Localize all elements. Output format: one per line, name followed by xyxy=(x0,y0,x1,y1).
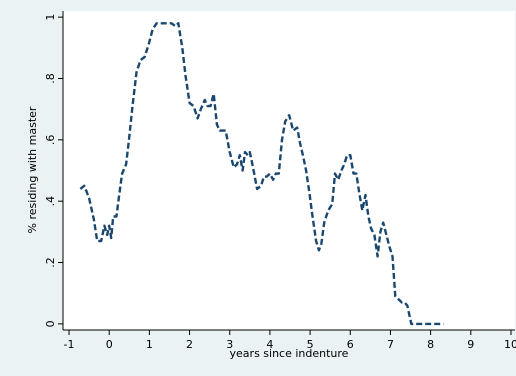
y-tick-label: 0 xyxy=(44,320,57,327)
x-tick-label: 8 xyxy=(427,338,434,351)
x-tick-label: 7 xyxy=(387,338,394,351)
series-line xyxy=(79,22,444,326)
axes xyxy=(62,11,515,331)
plot-area xyxy=(63,11,515,330)
y-tick-label: .2 xyxy=(44,257,57,268)
y-tick-label: .8 xyxy=(44,73,57,84)
x-tick-label: 2 xyxy=(186,338,193,351)
tick-labels: -1 0 1 2 3 4 5 6 7 8 9 10 0 .2 .4 .6 .8 1 xyxy=(44,14,516,351)
y-tick-label: .4 xyxy=(44,196,57,207)
x-tick-label: 6 xyxy=(347,338,354,351)
x-axis-title: years since indenture xyxy=(230,347,349,360)
y-tick-label: 1 xyxy=(44,14,57,21)
tick-marks xyxy=(58,16,512,335)
x-tick-label: 5 xyxy=(307,338,314,351)
x-tick-label: 3 xyxy=(226,338,233,351)
x-tick-label: 4 xyxy=(266,338,273,351)
x-tick-label: 0 xyxy=(106,338,113,351)
x-tick-label: 1 xyxy=(146,338,153,351)
y-axis-title: % residing with master xyxy=(26,106,39,233)
x-tick-label: -1 xyxy=(64,338,75,351)
x-tick-label: 10 xyxy=(504,338,516,351)
y-tick-label: .6 xyxy=(44,135,57,146)
x-tick-label: 9 xyxy=(467,338,474,351)
